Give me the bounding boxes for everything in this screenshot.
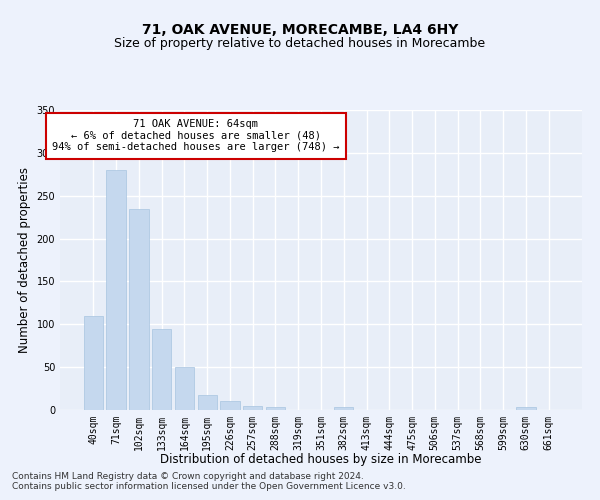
Bar: [266, 406, 285, 410]
Text: 71, OAK AVENUE, MORECAMBE, LA4 6HY: 71, OAK AVENUE, MORECAMBE, LA4 6HY: [142, 22, 458, 36]
Bar: [152, 328, 172, 410]
Bar: [197, 394, 217, 410]
Text: Contains public sector information licensed under the Open Government Licence v3: Contains public sector information licen…: [12, 482, 406, 491]
Text: Size of property relative to detached houses in Morecambe: Size of property relative to detached ho…: [115, 38, 485, 51]
Text: Distribution of detached houses by size in Morecambe: Distribution of detached houses by size …: [160, 452, 482, 466]
Text: Contains HM Land Registry data © Crown copyright and database right 2024.: Contains HM Land Registry data © Crown c…: [12, 472, 364, 481]
Bar: [516, 406, 536, 410]
Bar: [334, 406, 353, 410]
Bar: [84, 316, 103, 410]
Bar: [106, 170, 126, 410]
Bar: [220, 400, 239, 410]
Bar: [129, 208, 149, 410]
Bar: [243, 406, 262, 410]
Text: 71 OAK AVENUE: 64sqm
← 6% of detached houses are smaller (48)
94% of semi-detach: 71 OAK AVENUE: 64sqm ← 6% of detached ho…: [52, 119, 340, 152]
Y-axis label: Number of detached properties: Number of detached properties: [18, 167, 31, 353]
Bar: [175, 367, 194, 410]
